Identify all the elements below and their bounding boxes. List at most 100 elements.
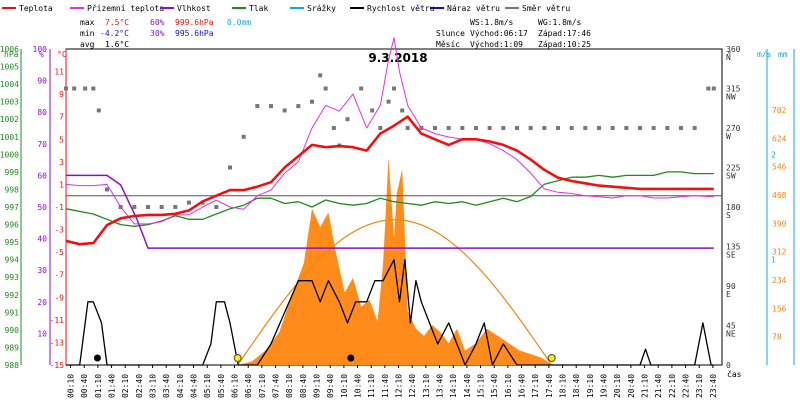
wind-direction-point (679, 126, 683, 130)
x-tick-label: 06:40 (244, 374, 253, 398)
wind-direction-point (173, 205, 178, 209)
wind-direction-point (370, 108, 375, 113)
hpa-axis-tick: 997 (5, 203, 20, 212)
wind-direction-point (96, 108, 101, 113)
wind-direction-point (318, 73, 323, 78)
humidity-line (66, 174, 714, 249)
wind-direction-point (228, 165, 232, 170)
moonset-marker (347, 354, 355, 362)
x-tick-label: 21:40 (654, 374, 663, 398)
x-tick-label: 12:10 (395, 374, 404, 398)
wind-direction-point (310, 99, 314, 104)
wind-direction-point (269, 104, 273, 109)
legend-item-naraz-vetru: Náraz větru (430, 4, 500, 13)
hpa-axis-tick: 1005 (0, 63, 19, 72)
rad-axis-tick: 390 (772, 219, 787, 228)
stat-min-temp: -4.2°C (100, 29, 129, 38)
x-tick-label: 20:10 (613, 374, 622, 398)
wind-direction-point (583, 126, 588, 130)
degc-axis-tick: 3 (59, 158, 64, 167)
x-tick-label: 20:40 (627, 374, 636, 398)
radiation-fill (238, 158, 553, 365)
info-sun-label: Slunce (436, 29, 465, 38)
info-moon-label: Měsíc (436, 40, 460, 49)
wind-direction-point (296, 104, 301, 109)
wind-direction-point (132, 205, 137, 209)
pct-axis-tick: 90 (37, 77, 47, 86)
info-block: WS:1.8m/s WG:1.8m/s Slunce Východ:06:17 … (436, 18, 591, 49)
degc-axis-tick: -1 (54, 203, 64, 212)
x-tick-label: 14:10 (449, 374, 458, 398)
wind-direction-point (651, 126, 656, 130)
hpa-axis-tick: 994 (5, 256, 20, 265)
x-tick-label: 01:40 (108, 374, 117, 398)
sun-curve (237, 219, 553, 366)
info-ws: WS:1.8m/s (470, 18, 514, 27)
x-tick-label: 08:10 (285, 374, 294, 398)
x-tick-label: 08:40 (299, 374, 308, 398)
svg-text:Vlhkost: Vlhkost (177, 4, 211, 13)
hpa-axis-tick: 1002 (0, 115, 19, 124)
moonrise-marker (93, 354, 101, 362)
dir-axis-compass-label: NW (726, 93, 736, 102)
wind-direction-point (83, 86, 88, 91)
dir-axis-compass-label: NE (726, 330, 736, 339)
x-tick-label: 13:40 (436, 374, 445, 398)
hpa-axis-tick: 1000 (0, 150, 19, 159)
series-lines (65, 37, 714, 366)
pct-axis-tick: 80 (37, 108, 47, 117)
x-tick-label: 09:40 (326, 374, 335, 398)
wind-direction-point (331, 126, 336, 130)
hpa-axis-tick: 998 (5, 185, 20, 194)
dir-axis-tick: 225 (726, 164, 741, 173)
x-tick-label: 13:10 (422, 374, 431, 398)
radiation-area (238, 158, 553, 365)
x-tick-label: 05:10 (203, 374, 212, 398)
x-tick-label: 01:10 (94, 374, 103, 398)
dir-axis-tick: 45 (726, 322, 736, 331)
legend-item-teplota: Teplota (2, 4, 53, 13)
pct-axis-tick: 70 (37, 140, 47, 149)
x-tick-label: 09:10 (313, 374, 322, 398)
x-tick-label: 03:10 (149, 374, 158, 398)
stat-min-hum: 30% (150, 29, 165, 38)
svg-text:Tlak: Tlak (249, 4, 268, 13)
wind-direction-point (214, 205, 219, 209)
wind-direction-point (72, 86, 77, 91)
hpa-axis-tick: 988 (5, 361, 20, 370)
wind-direction-point (392, 86, 396, 91)
legend: Teplota Přízemní teplota Vlhkost Tlak Sr… (2, 4, 570, 13)
rad-axis-tick: 702 (772, 106, 787, 115)
svg-text:Přízemní teplota: Přízemní teplota (87, 4, 164, 13)
wind-direction-point (359, 86, 364, 91)
ms-axis-tick: 2 (771, 150, 776, 159)
wind-direction-point (597, 126, 601, 130)
sun-curve-line (237, 219, 553, 366)
wind-direction-point (665, 126, 670, 130)
svg-text:Srážky: Srážky (307, 4, 336, 13)
info-moon-rise: Východ:1:09 (470, 40, 523, 49)
rad-axis-tick: 234 (772, 276, 787, 285)
x-tick-label: 07:10 (258, 374, 267, 398)
wind-direction-point (378, 126, 383, 130)
svg-text:Teplota: Teplota (19, 4, 53, 13)
pct-axis-tick: 100 (33, 45, 48, 54)
axis-title-mm: mm (778, 50, 788, 59)
x-tick-label: 15:40 (490, 374, 499, 398)
x-tick-label: 10:40 (354, 374, 363, 398)
hpa-axis-tick: 993 (5, 273, 20, 282)
stat-max-label: max (80, 18, 95, 27)
x-tick-label: 00:40 (80, 374, 89, 398)
x-tick-label: 15:10 (477, 374, 486, 398)
x-tick-label: 23:40 (709, 374, 718, 398)
wind-direction-point (159, 205, 164, 209)
degc-axis-tick: -11 (50, 316, 65, 325)
wind-direction-point (433, 126, 437, 130)
axis-ticks: 9889899909919929939949959969979989991000… (0, 45, 787, 370)
x-tick-label: 06:10 (231, 374, 240, 398)
wind-direction-point (542, 126, 547, 130)
svg-text:Náraz větru: Náraz větru (447, 4, 500, 13)
x-tick-label: 22:10 (668, 374, 677, 398)
svg-text:Rychlost větru: Rychlost větru (367, 4, 435, 13)
wind-direction-point (711, 86, 716, 91)
